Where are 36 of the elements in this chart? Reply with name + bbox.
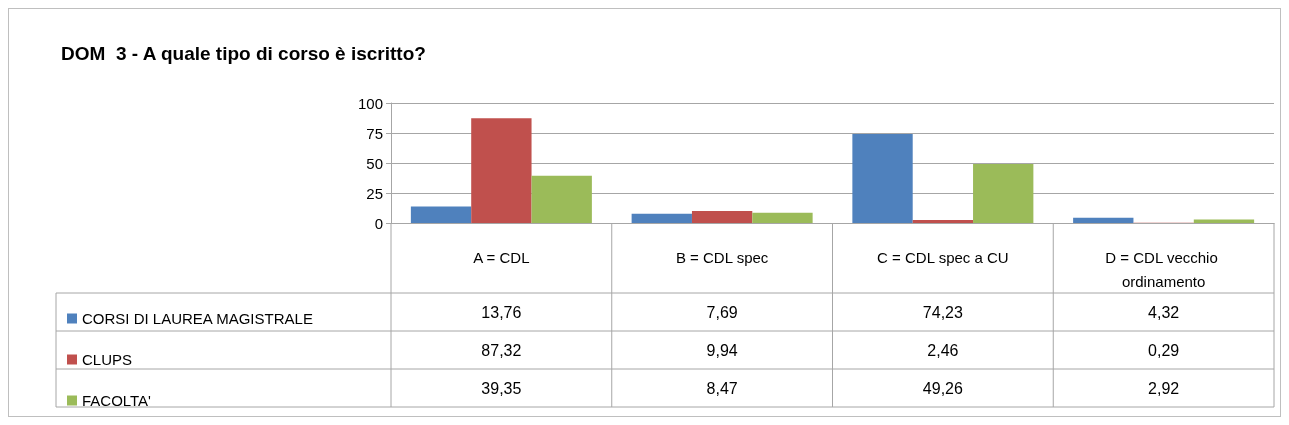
bar	[691, 211, 753, 223]
bar	[1073, 217, 1134, 223]
bar	[973, 163, 1034, 223]
data-label: 87,32	[481, 341, 522, 359]
chart-title: DOM 3 - A quale tipo di corso è iscritto?	[61, 43, 426, 64]
x-tick-label: C = CDL spec a CU	[877, 248, 1009, 266]
bar	[410, 206, 472, 223]
data-label: 49,26	[922, 379, 963, 397]
bar	[1193, 219, 1255, 223]
data-label: 4,32	[1148, 303, 1180, 321]
bar	[912, 220, 974, 223]
data-label: 9,94	[706, 341, 738, 359]
x-tick-label: D = CDL vecchio ordinamento	[1105, 248, 1222, 290]
x-tick-label: B = CDL spec	[675, 248, 769, 266]
y-tick-label: 0	[374, 214, 383, 232]
data-label: 2,92	[1148, 379, 1180, 397]
data-label: 7,69	[706, 303, 738, 321]
bar	[752, 212, 813, 223]
legend-label: CLUPS	[82, 351, 133, 368]
bar	[631, 213, 692, 223]
data-label: 13,76	[481, 303, 522, 321]
bar	[471, 118, 532, 223]
y-tick-label: 50	[366, 154, 383, 172]
data-label: 39,35	[481, 379, 522, 397]
x-tick-label: A = CDL	[473, 248, 530, 266]
y-tick-label: 25	[366, 184, 383, 202]
data-label: 0,29	[1148, 341, 1180, 359]
y-tick-label: 75	[366, 124, 383, 142]
data-label: 2,46	[927, 341, 959, 359]
data-label: 74,23	[922, 303, 963, 321]
bar	[531, 175, 592, 223]
legend-label: CORSI DI LAUREA MAGISTRALE	[82, 310, 313, 327]
legend-label: FACOLTA'	[82, 392, 152, 409]
bar	[852, 133, 913, 223]
y-tick-label: 100	[357, 94, 383, 112]
data-label: 8,47	[706, 379, 738, 397]
